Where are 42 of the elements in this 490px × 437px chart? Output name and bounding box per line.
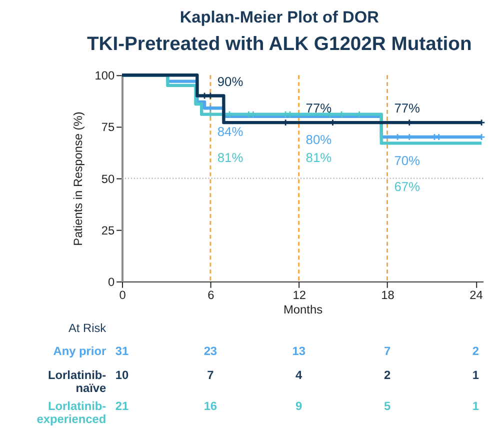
y-tick-label: 50 [101, 172, 115, 186]
y-axis-title: Patients in Response (%) [70, 112, 85, 246]
x-tick-label: 0 [119, 288, 126, 302]
x-tick-label: 12 [292, 288, 306, 302]
text: 1 [472, 398, 480, 413]
text: Lorlatinib-experienced [36, 398, 106, 426]
text: 23 [204, 344, 218, 358]
data-label: 77% [306, 100, 332, 116]
x-tick-label: 24 [470, 288, 484, 302]
x-tick-label: 6 [208, 288, 215, 302]
text: 1 [472, 368, 480, 382]
y-tick-label: 25 [101, 223, 115, 238]
text: 2 [472, 344, 480, 358]
y-tick-label: 100 [94, 68, 115, 83]
text: 16 [204, 398, 218, 413]
text: Lorlatinib-naïve [48, 368, 107, 396]
data-label: 80% [306, 132, 332, 148]
data-label: 90% [217, 74, 244, 89]
text: At Risk [68, 321, 106, 336]
text: 5 [384, 398, 391, 413]
data-label: 67% [394, 178, 420, 194]
text: 2 [384, 368, 391, 382]
text: 13 [292, 344, 306, 358]
text: Any prior [53, 344, 106, 358]
text: 4 [296, 368, 303, 382]
data-label: 77% [394, 100, 420, 116]
data-label: 81% [217, 150, 244, 165]
text: 7 [207, 368, 214, 382]
text: 10 [115, 368, 129, 382]
x-axis-title: Months [284, 302, 323, 317]
y-tick-label: 0 [108, 274, 115, 289]
chart-subtitle: TKI-Pretreated with ALK G1202R Mutation [86, 32, 472, 55]
data-label: 84% [217, 124, 244, 139]
text: 31 [115, 344, 129, 358]
text: 9 [296, 398, 303, 413]
data-label: 81% [306, 150, 332, 165]
data-label: 70% [394, 152, 420, 168]
text: 21 [115, 398, 129, 413]
chart-title: Kaplan-Meier Plot of DOR [180, 8, 380, 27]
text: 7 [384, 344, 391, 358]
x-tick-label: 18 [381, 288, 395, 302]
y-tick-label: 75 [101, 120, 115, 134]
